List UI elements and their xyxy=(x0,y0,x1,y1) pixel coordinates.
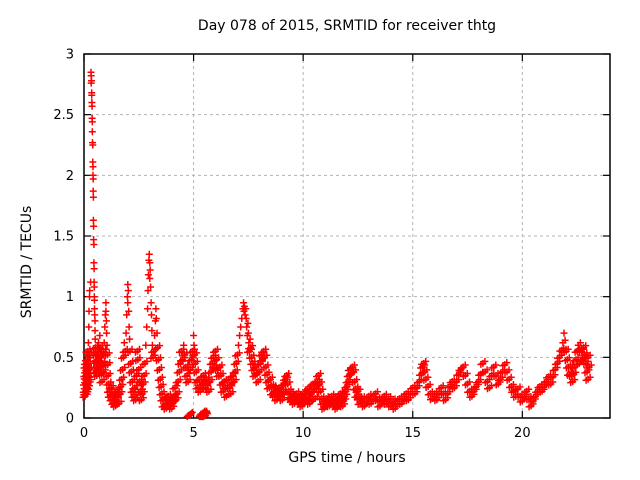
svg-text:2.5: 2.5 xyxy=(53,108,74,123)
grid-lines xyxy=(84,54,610,418)
x-tick-labels: 0 5 10 15 20 xyxy=(80,426,531,441)
chart-title: Day 078 of 2015, SRMTID for receiver tht… xyxy=(197,18,497,34)
svg-text:20: 20 xyxy=(514,426,531,441)
svg-text:1.5: 1.5 xyxy=(53,230,74,245)
svg-text:0: 0 xyxy=(66,412,74,427)
svg-text:10: 10 xyxy=(295,426,312,441)
scatter-points xyxy=(79,68,595,421)
svg-text:5: 5 xyxy=(189,426,197,441)
svg-text:1: 1 xyxy=(66,290,74,305)
x-axis-label: GPS time / hours xyxy=(288,450,406,466)
svg-text:15: 15 xyxy=(404,426,421,441)
y-tick-labels: 0 0.5 1 1.5 2 2.5 3 xyxy=(53,48,74,427)
svg-text:0: 0 xyxy=(80,426,88,441)
plot-border xyxy=(83,53,611,419)
svg-text:3: 3 xyxy=(66,48,74,63)
svg-text:0.5: 0.5 xyxy=(53,351,74,366)
svg-text:2: 2 xyxy=(66,169,74,184)
